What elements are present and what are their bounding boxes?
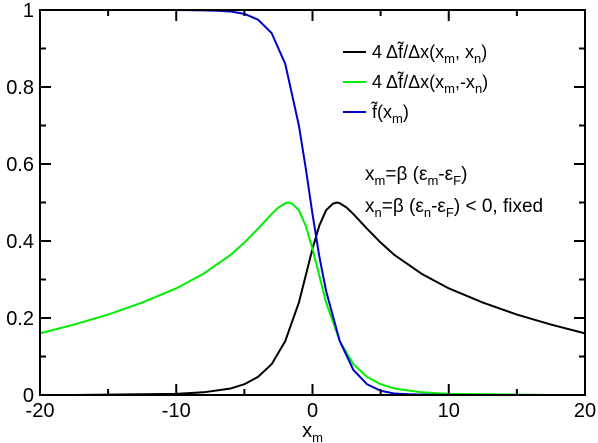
annotation-line-1: xm=β (εm-εF) — [365, 164, 467, 188]
x-tick-label: -10 — [162, 400, 191, 422]
y-tick-label: 0.2 — [6, 308, 34, 330]
annotation-line-2: xn=β (εn-εF) < 0, fixed — [365, 196, 543, 220]
legend-label-green: 4 Δf̃/Δx(xm,-xn) — [372, 71, 488, 96]
y-tick-label: 0.6 — [6, 154, 34, 176]
series-line-blue — [40, 9, 585, 396]
series-layer — [39, 9, 586, 396]
x-axis-label: xm — [302, 420, 323, 443]
axes-layer: -20 -10 0 10 20 0 0.2 0.4 0.6 0.8 1 — [6, 0, 596, 422]
series-line-black — [40, 201, 586, 396]
x-tick-label: -20 — [26, 400, 55, 422]
legend-label-blue: f̃(xm) — [371, 101, 409, 126]
x-tick-label: 10 — [438, 400, 460, 422]
y-tick-label: 0.4 — [6, 231, 34, 253]
y-tick-label: 1 — [23, 0, 34, 22]
y-tick-label: 0.8 — [6, 77, 34, 99]
annotation: xm=β (εm-εF) xn=β (εn-εF) < 0, fixed — [365, 164, 543, 220]
x-tick-label: 0 — [307, 400, 318, 422]
series-line-green — [39, 201, 585, 396]
legend-label-black: 4 Δf̃/Δx(xm, xn) — [372, 41, 487, 66]
x-tick-label: 20 — [574, 400, 596, 422]
legend: 4 Δf̃/Δx(xm, xn) 4 Δf̃/Δx(xm,-xn) f̃(xm) — [343, 41, 488, 126]
y-tick-label: 0 — [23, 385, 34, 407]
